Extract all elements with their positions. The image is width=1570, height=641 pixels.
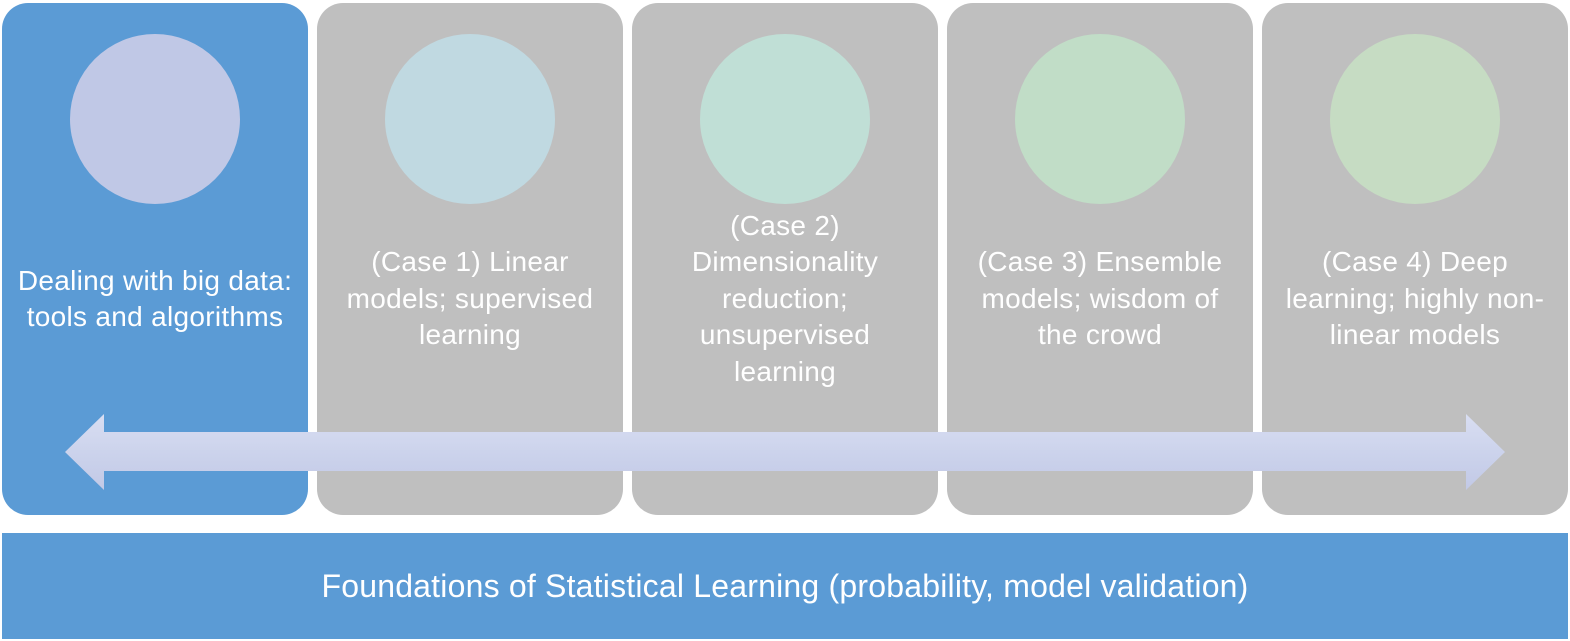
card-case-2: (Case 2) Dimensionality reduction; unsup…	[632, 3, 938, 515]
circle-icon	[1015, 34, 1185, 204]
circle-icon	[1330, 34, 1500, 204]
card-label: (Case 1) Linear models; supervised learn…	[346, 246, 594, 351]
card-label: Dealing with big data: tools and algorit…	[17, 264, 293, 333]
card-label: (Case 3) Ensemble models; wisdom of the …	[977, 246, 1223, 351]
card-case-3: (Case 3) Ensemble models; wisdom of the …	[947, 3, 1253, 515]
circle-icon	[700, 34, 870, 204]
card-label: (Case 4) Deep learning; highly non-linea…	[1285, 246, 1545, 351]
foundation-bar: Foundations of Statistical Learning (pro…	[2, 533, 1568, 639]
circle-icon	[385, 34, 555, 204]
circle-icon	[70, 34, 240, 204]
foundation-label: Foundations of Statistical Learning (pro…	[321, 567, 1249, 604]
card-big-data: Dealing with big data: tools and algorit…	[2, 3, 308, 515]
card-label: (Case 2) Dimensionality reduction; unsup…	[691, 209, 879, 387]
card-case-4: (Case 4) Deep learning; highly non-linea…	[1262, 3, 1568, 515]
card-case-1: (Case 1) Linear models; supervised learn…	[317, 3, 623, 515]
